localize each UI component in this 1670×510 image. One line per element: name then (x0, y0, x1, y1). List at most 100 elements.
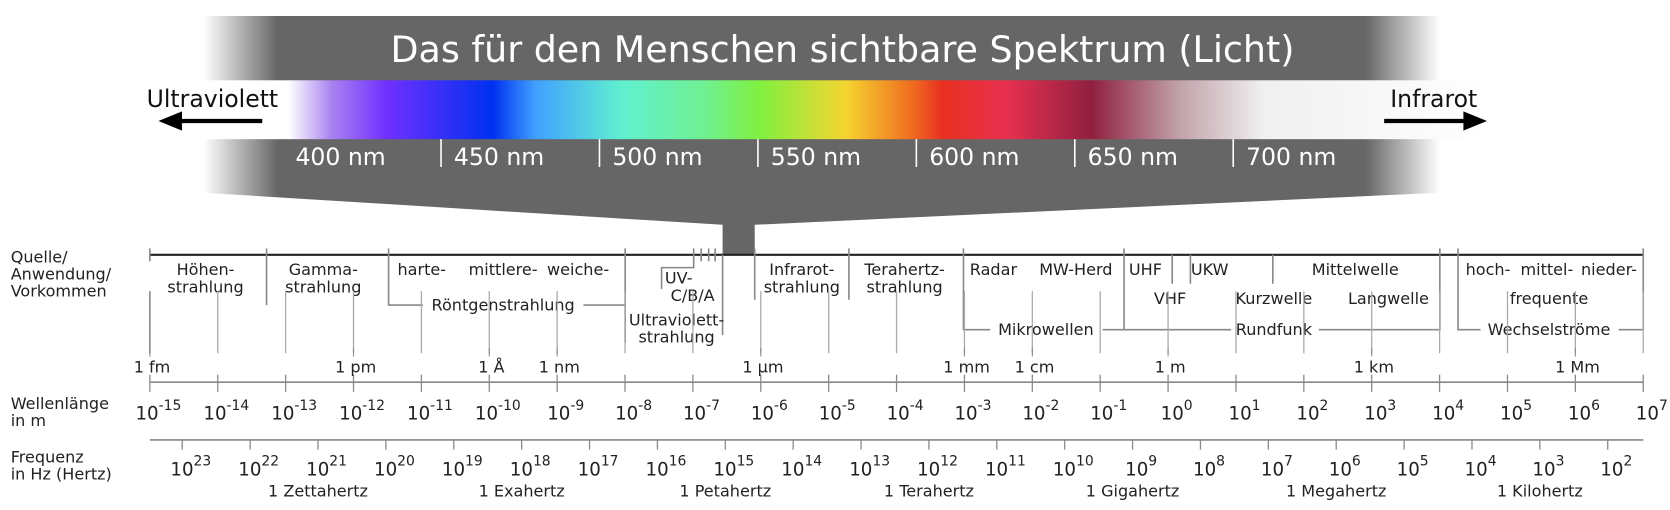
wavelength-label: 10-3 (954, 398, 991, 425)
wavelength-unit: 1 km (1354, 358, 1394, 377)
frequency-unit: 1 Megahertz (1286, 482, 1386, 501)
wavelength-label: 10-6 (751, 398, 788, 425)
frequency-unit: 1 Terahertz (884, 482, 974, 501)
power-exponent: -1 (1113, 398, 1127, 414)
wavelength-label: 103 (1364, 398, 1396, 425)
frequency-label: 1011 (985, 454, 1026, 481)
frequency-label: 107 (1261, 454, 1293, 481)
wavelength-unit: 1 Å (478, 358, 504, 377)
wavelength-unit: 1 Mm (1555, 358, 1600, 377)
power-exponent: 22 (261, 454, 279, 470)
frequency-label: 109 (1125, 454, 1157, 481)
frequency-label: 1018 (510, 454, 551, 481)
power-exponent: 3 (1556, 454, 1565, 470)
frequency-label: 1019 (442, 454, 483, 481)
power-exponent: -3 (978, 398, 992, 414)
power-base: 10 (339, 404, 362, 425)
wavelength-label: 10-5 (819, 398, 856, 425)
frequency-label: 105 (1397, 454, 1429, 481)
power-exponent: -11 (430, 398, 453, 414)
wavelength-unit: 1 µm (742, 358, 783, 377)
source-label: Ultraviolett- (629, 310, 724, 329)
source-label: VHF (1154, 289, 1186, 308)
power-base: 10 (407, 404, 430, 425)
wavelength-label: 102 (1296, 398, 1328, 425)
uv-arrow-head (158, 111, 182, 131)
power-base: 10 (1500, 404, 1523, 425)
wavelength-label: 10-13 (271, 398, 317, 425)
row-label: Frequenz (11, 447, 84, 466)
source-label: Röntgenstrahlung (432, 295, 575, 314)
power-base: 10 (1053, 459, 1076, 480)
power-base: 10 (1261, 459, 1284, 480)
power-base: 10 (170, 459, 193, 480)
power-exponent: -7 (706, 398, 720, 414)
frequency-label: 1016 (646, 454, 687, 481)
power-base: 10 (1465, 459, 1488, 480)
nm-label: 600 nm (929, 143, 1019, 171)
wavelength-label: 10-14 (203, 398, 249, 425)
source-label: Höhen- (177, 260, 235, 279)
source-label: weiche- (547, 260, 609, 279)
power-exponent: 6 (1352, 454, 1361, 470)
frequency-label: 103 (1532, 454, 1564, 481)
power-exponent: 16 (669, 454, 687, 470)
power-base: 10 (615, 404, 638, 425)
power-base: 10 (985, 459, 1008, 480)
row-label: in Hz (Hertz) (11, 465, 112, 484)
power-exponent: 5 (1523, 398, 1532, 414)
frequency-label: 1023 (170, 454, 211, 481)
power-base: 10 (1568, 404, 1591, 425)
power-base: 10 (954, 404, 977, 425)
source-label: Mikrowellen (998, 320, 1094, 339)
power-exponent: 23 (194, 454, 212, 470)
wavelength-label: 10-4 (887, 398, 924, 425)
power-exponent: 8 (1216, 454, 1225, 470)
power-base: 10 (238, 459, 261, 480)
power-exponent: 0 (1184, 398, 1193, 414)
source-label: hoch- (1466, 260, 1511, 279)
wavelength-label: 106 (1568, 398, 1600, 425)
source-label: strahlung (638, 328, 714, 347)
source-label: UV- (665, 269, 693, 288)
source-label: Kurzwelle (1236, 289, 1313, 308)
power-exponent: 12 (940, 454, 958, 470)
frequency-label: 104 (1465, 454, 1497, 481)
power-base: 10 (271, 404, 294, 425)
source-label: Langwelle (1348, 289, 1429, 308)
power-exponent: -6 (774, 398, 788, 414)
power-base: 10 (646, 459, 669, 480)
power-exponent: 19 (465, 454, 483, 470)
power-exponent: -13 (294, 398, 317, 414)
frequency-label: 102 (1600, 454, 1632, 481)
power-exponent: 4 (1455, 398, 1464, 414)
power-exponent: -5 (842, 398, 856, 414)
frequency-label: 108 (1193, 454, 1225, 481)
wavelength-unit: 1 cm (1015, 358, 1055, 377)
frequency-unit: 1 Kilohertz (1497, 482, 1583, 501)
frequency-label: 106 (1329, 454, 1361, 481)
power-base: 10 (203, 404, 226, 425)
power-base: 10 (510, 459, 533, 480)
power-base: 10 (1296, 404, 1319, 425)
wavelength-label: 105 (1500, 398, 1532, 425)
power-exponent: 17 (601, 454, 619, 470)
power-exponent: -14 (227, 398, 250, 414)
source-label: UHF (1129, 260, 1162, 279)
wavelength-label: 107 (1636, 398, 1668, 425)
ir-arrow-head (1463, 111, 1487, 131)
row-label: Vorkommen (11, 282, 107, 301)
power-exponent: -15 (159, 398, 182, 414)
nm-label: 450 nm (454, 143, 544, 171)
power-exponent: 9 (1148, 454, 1157, 470)
spectrum-title: Das für den Menschen sichtbare Spektrum … (391, 28, 1295, 71)
wavelength-unit: 1 m (1155, 358, 1186, 377)
wavelength-label: 10-7 (683, 398, 720, 425)
power-base: 10 (1364, 404, 1387, 425)
source-label: mittlere- (469, 260, 538, 279)
source-label: Mittelwelle (1312, 260, 1399, 279)
wavelength-label: 104 (1432, 398, 1464, 425)
power-base: 10 (442, 459, 465, 480)
power-exponent: 1 (1252, 398, 1261, 414)
power-base: 10 (1532, 459, 1555, 480)
